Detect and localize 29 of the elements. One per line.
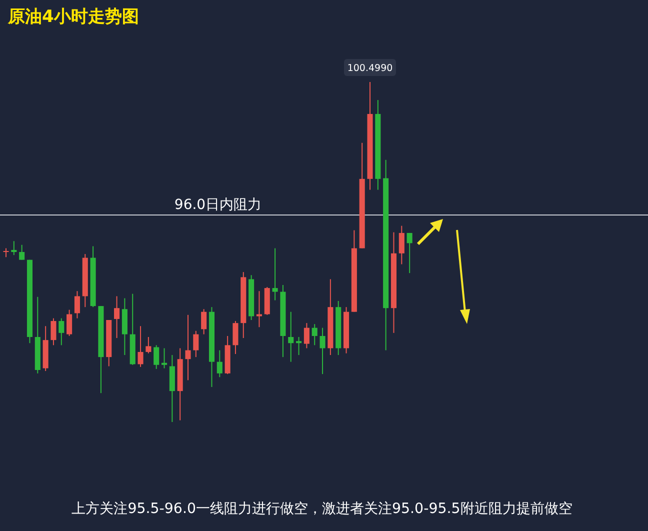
candlestick <box>11 240 17 256</box>
chart-title: 原油4小时走势图 <box>7 7 139 27</box>
candlestick <box>288 311 294 362</box>
annotation: 100.4990 <box>347 63 393 74</box>
candlestick <box>19 244 25 260</box>
candlestick <box>146 336 152 354</box>
candlestick <box>74 290 80 319</box>
candlestick <box>193 330 199 358</box>
ref-line-label: 96.0日内阻力 <box>174 196 262 213</box>
candlestick <box>114 296 120 339</box>
candlestick <box>272 248 278 301</box>
candlestick <box>161 348 168 369</box>
candlestick <box>312 324 318 346</box>
candlestick <box>320 327 326 375</box>
candlestick <box>66 309 72 336</box>
candlestick <box>138 326 144 368</box>
candlestick <box>398 225 404 265</box>
candlestick <box>256 290 262 328</box>
candlestick <box>50 318 56 346</box>
text: 上方关注95.5-96.0一线阻力进行做空，激进者关注95.0-95.5附近阻力提前做空 <box>72 501 572 517</box>
candlestick <box>201 308 207 335</box>
candlestick <box>296 336 302 356</box>
candlestick <box>185 314 191 381</box>
candlestick <box>304 322 310 349</box>
candlestick <box>232 320 238 354</box>
candlestick <box>58 318 64 346</box>
candlestick <box>406 232 412 274</box>
candlestick <box>216 350 222 378</box>
candlestick <box>154 344 160 370</box>
